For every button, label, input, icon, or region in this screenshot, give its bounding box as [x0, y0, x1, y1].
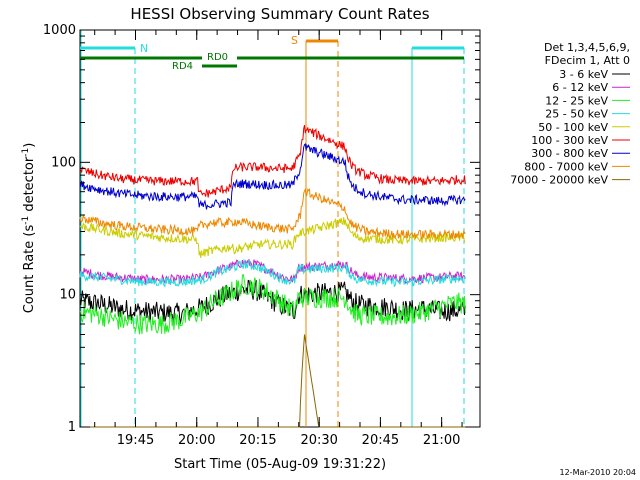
- x-tick-label: 21:00: [423, 433, 460, 448]
- y-label-main: Count Rate (s: [22, 225, 37, 314]
- y-label-end: ): [22, 143, 37, 148]
- rd4-label: RD4: [172, 61, 193, 72]
- legend-label-7: 800 - 7000 keV: [524, 160, 608, 173]
- x-tick-label: 20:15: [239, 433, 276, 448]
- x-tick-label: 20:00: [178, 433, 215, 448]
- series-line-4: [79, 217, 466, 259]
- y-label-sup2: -1: [21, 148, 31, 157]
- x-tick-label: 20:30: [300, 433, 337, 448]
- series-line-8: [80, 334, 466, 428]
- rd0-label: RD0: [207, 52, 228, 63]
- legend-label-1: 6 - 12 keV: [552, 81, 608, 94]
- legend-title-1: Det 1,3,4,5,6,9,: [544, 41, 630, 54]
- y-label-mid: detector: [22, 156, 37, 216]
- series-line-5: [79, 124, 466, 198]
- footer-timestamp: 12-Mar-2010 20:04: [560, 468, 637, 477]
- legend-label-3: 25 - 50 keV: [545, 108, 608, 121]
- y-tick-label: 1000: [43, 23, 76, 38]
- legend-label-5: 100 - 300 keV: [531, 134, 608, 147]
- x-tick-label: 20:45: [362, 433, 399, 448]
- y-axis-label: Count Rate (s-1 detector-1): [21, 143, 37, 314]
- legend-title-2: FDecim 1, Att 0: [545, 54, 630, 67]
- series-layer: [79, 124, 466, 428]
- chart-title: HESSI Observing Summary Count Rates: [130, 5, 429, 23]
- series-line-2: [79, 274, 466, 335]
- y-tick-label: 1: [68, 420, 76, 435]
- x-tick-label: 19:45: [117, 433, 154, 448]
- x-axis-label: Start Time (05-Aug-09 19:31:22): [174, 457, 386, 472]
- series-line-3: [79, 258, 466, 288]
- legend: Det 1,3,4,5,6,9, FDecim 1, Att 0 3 - 6 k…: [510, 41, 630, 187]
- legend-label-6: 300 - 800 keV: [531, 147, 608, 160]
- legend-label-8: 7000 - 20000 keV: [510, 174, 608, 187]
- series-line-6: [79, 142, 466, 210]
- y-tick-label: 100: [51, 155, 76, 170]
- y-tick-label: 10: [59, 288, 76, 303]
- legend-label-4: 50 - 100 keV: [538, 121, 608, 134]
- legend-label-0: 3 - 6 keV: [559, 68, 608, 81]
- saa-label: S: [291, 34, 298, 47]
- axis-layer: 1 10 100 1000 19:45 20:00 20:15 20:30 20:45 21:00: [43, 23, 480, 448]
- series-line-7: [79, 187, 466, 240]
- night-label: N: [140, 42, 148, 55]
- y-label-sup1: -1: [21, 216, 31, 225]
- legend-label-2: 12 - 25 keV: [545, 94, 608, 107]
